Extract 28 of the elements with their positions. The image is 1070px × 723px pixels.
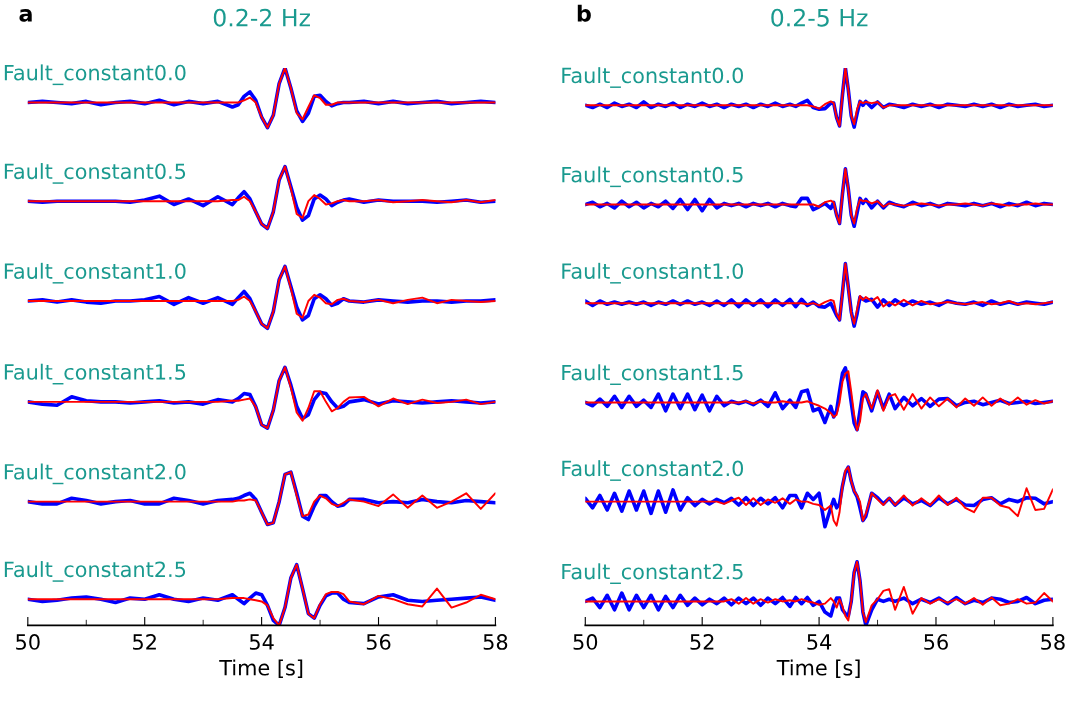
chart-title: 0.2-5 Hz — [771, 8, 868, 27]
annotation: Fault_constant1.5 — [562, 364, 743, 386]
annotation: Fault_constant1.0 — [4, 262, 186, 284]
annotation: Fault_constant2.5 — [4, 561, 186, 582]
annotation: Fault_constant0.5 — [4, 163, 186, 184]
x-tick-label: 54 — [807, 634, 832, 650]
annotation: Fault_constant2.5 — [562, 563, 743, 585]
text: a — [19, 9, 32, 22]
x-tick-label: 56 — [924, 634, 948, 650]
x-tick-label: 50 — [16, 634, 40, 650]
x-tick-label: 52 — [133, 634, 156, 650]
annotation: Fault_constant0.0 — [562, 67, 744, 88]
x-tick-label: 58 — [1041, 634, 1065, 650]
x-tick-label: 54 — [249, 634, 274, 650]
annotation: Fault_constant0.5 — [562, 166, 743, 188]
annotation: Fault_constant1.5 — [4, 363, 186, 385]
annotation: Fault_constant2.0 — [562, 460, 744, 481]
x-axis-title: Time [s] — [219, 659, 303, 679]
x-tick-label: 56 — [366, 634, 391, 650]
annotation: Fault_constant0.0 — [4, 64, 186, 86]
x-tick-label: 50 — [573, 634, 598, 650]
chart-title: 0.2-2 Hz — [213, 8, 310, 27]
text: b — [577, 4, 591, 22]
x-tick-label: 52 — [690, 634, 714, 650]
annotation: Fault_constant2.0 — [4, 463, 186, 485]
x-tick-label: 58 — [483, 634, 508, 650]
annotation: Fault_constant1.0 — [562, 262, 744, 284]
x-axis-title: Time [s] — [776, 659, 860, 679]
